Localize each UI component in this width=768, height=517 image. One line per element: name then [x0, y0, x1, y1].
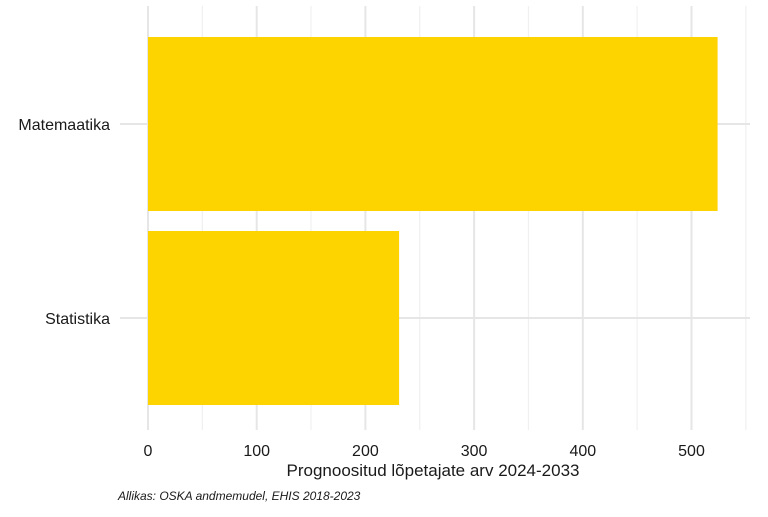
x-tick-label: 0	[144, 443, 153, 460]
bar-matemaatika	[148, 37, 718, 211]
x-tick-label: 200	[352, 443, 379, 460]
y-tick-label-statistika: Statistika	[45, 311, 110, 328]
y-tick-label-matemaatika: Matemaatika	[18, 117, 110, 134]
x-tick-label: 400	[569, 443, 596, 460]
x-tick-label: 100	[243, 443, 270, 460]
bars	[148, 37, 718, 405]
x-axis-title: Prognoositud lõpetajate arv 2024-2033	[287, 461, 580, 480]
y-axis-ticks: Matemaatika Statistika	[18, 117, 110, 328]
x-tick-label: 500	[678, 443, 705, 460]
bar-statistika	[148, 231, 400, 405]
x-tick-label: 300	[461, 443, 488, 460]
source-caption: Allikas: OSKA andmemudel, EHIS 2018-2023	[117, 489, 361, 503]
x-axis-ticks: 0 100 200 300 400 500	[144, 443, 705, 460]
